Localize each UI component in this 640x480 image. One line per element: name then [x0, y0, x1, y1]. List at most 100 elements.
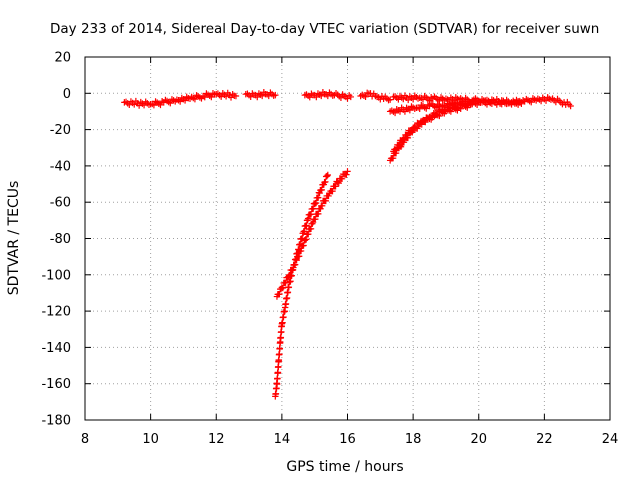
data-point	[408, 127, 416, 135]
grid	[85, 57, 610, 420]
x-tick-label: 10	[142, 432, 159, 447]
data-point	[227, 94, 235, 101]
data-point	[286, 271, 294, 279]
data-point	[313, 93, 320, 101]
data-point	[518, 99, 525, 106]
data-point	[567, 102, 574, 110]
data-point	[488, 100, 496, 107]
data-point	[329, 187, 336, 195]
data-point	[396, 141, 403, 149]
data-point	[324, 171, 332, 179]
data-point	[322, 178, 329, 186]
x-tick-label: 8	[81, 432, 89, 447]
data-point	[312, 215, 319, 223]
series-band-morning	[121, 89, 240, 109]
data-point	[247, 93, 254, 100]
data-point	[423, 105, 430, 112]
data-point	[297, 247, 305, 255]
data-point	[181, 97, 189, 104]
data-point	[386, 96, 394, 103]
x-tick-label: 18	[405, 432, 422, 447]
data-points	[121, 89, 574, 400]
y-tick-label: -120	[41, 305, 71, 320]
data-point	[542, 97, 550, 104]
y-tick-label: -40	[50, 159, 71, 174]
x-tick-label: 12	[208, 432, 225, 447]
series-band-afternoon	[301, 89, 354, 102]
y-tick-label: -80	[50, 232, 71, 247]
data-point	[343, 171, 350, 178]
data-point	[293, 257, 300, 264]
data-point	[401, 136, 408, 143]
y-tick-label: -180	[41, 414, 71, 429]
data-point	[289, 266, 297, 274]
data-point	[315, 210, 322, 218]
data-point	[412, 124, 420, 131]
y-tick-label: -60	[50, 196, 71, 211]
data-point	[508, 101, 515, 108]
x-axis-title: GPS time / hours	[286, 459, 403, 475]
data-point	[473, 101, 481, 109]
series-band-midday	[242, 89, 279, 101]
data-point	[309, 220, 316, 227]
data-point	[318, 202, 326, 210]
data-point	[335, 179, 342, 187]
data-point	[404, 132, 411, 139]
data-point	[300, 242, 307, 249]
data-point	[157, 101, 164, 109]
x-tick-label: 22	[536, 432, 553, 447]
data-point	[276, 290, 283, 298]
data-point	[344, 168, 351, 175]
data-point	[457, 105, 464, 112]
x-tick-label: 16	[339, 432, 356, 447]
data-point	[201, 93, 208, 101]
data-point	[312, 199, 320, 207]
y-tick-label: -140	[41, 341, 71, 356]
data-point	[427, 116, 435, 123]
data-point	[338, 175, 346, 182]
data-point	[447, 108, 455, 115]
data-point	[316, 189, 323, 197]
series-rise-early	[272, 171, 332, 400]
y-tick-label: -20	[50, 123, 71, 138]
data-point	[325, 192, 332, 200]
data-point	[176, 98, 184, 105]
data-point	[208, 93, 215, 101]
data-point	[401, 108, 409, 115]
data-point	[362, 93, 369, 100]
data-point	[311, 200, 318, 208]
data-point	[409, 96, 417, 103]
data-point	[222, 93, 230, 100]
data-point	[301, 237, 309, 244]
series-rise-mid	[273, 168, 351, 300]
x-tick-label: 14	[274, 432, 291, 447]
data-point	[464, 104, 471, 111]
data-point	[393, 146, 400, 153]
data-point	[304, 215, 312, 222]
data-point	[436, 112, 443, 120]
y-axis-title: SDTVAR / TECUs	[6, 181, 22, 296]
data-point	[191, 95, 199, 103]
data-point	[306, 94, 313, 101]
chart-title: Day 233 of 2014, Sidereal Day-to-day VTE…	[50, 21, 599, 37]
y-tick-label: -160	[41, 377, 71, 392]
data-point	[400, 95, 407, 103]
data-point	[483, 101, 491, 108]
data-point	[315, 194, 322, 201]
data-point	[323, 172, 331, 180]
series-rise-late-b	[390, 100, 476, 155]
data-point	[332, 183, 339, 190]
data-point	[418, 121, 425, 128]
data-point	[472, 98, 479, 105]
data-point	[272, 91, 279, 99]
data-point	[416, 105, 423, 112]
data-point	[334, 179, 341, 186]
series-band-evening	[357, 89, 394, 104]
data-point	[528, 99, 535, 106]
data-point	[389, 154, 397, 162]
data-point	[305, 230, 312, 238]
x-tick-label: 20	[470, 432, 487, 447]
data-point	[167, 99, 174, 107]
data-point	[303, 236, 310, 243]
data-point	[337, 94, 345, 102]
